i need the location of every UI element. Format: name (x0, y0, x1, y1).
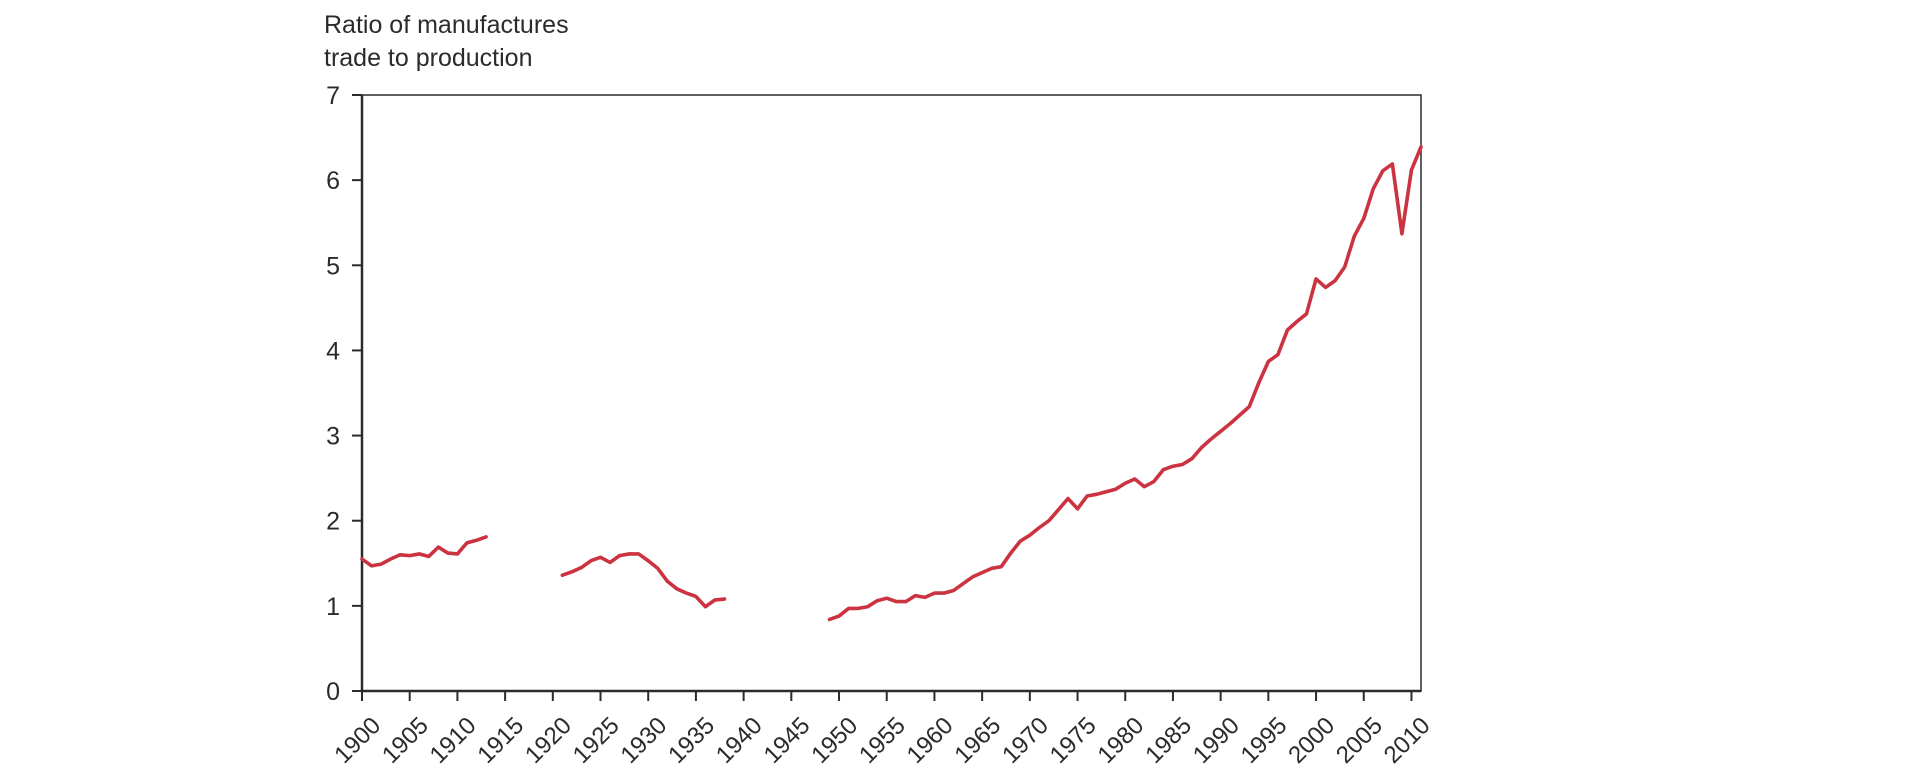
y-tick-label: 2 (326, 508, 340, 536)
y-axis-title: Ratio of manufactures trade to productio… (324, 11, 569, 72)
x-tick-label: 1930 (615, 712, 672, 769)
x-tick-label: 1940 (711, 712, 768, 769)
y-tick-label: 7 (326, 82, 340, 110)
x-tick-label: 1900 (329, 712, 386, 769)
x-tick-label: 1925 (568, 712, 625, 769)
y-axis-title-line-2: trade to production (324, 44, 532, 72)
x-tick-label: 1965 (949, 712, 1006, 769)
x-tick-label: 1935 (663, 712, 720, 769)
x-tick-label: 2010 (1379, 712, 1436, 769)
series-line-segment (560, 552, 727, 609)
x-tick-label: 2005 (1331, 712, 1388, 769)
x-tick-label: 1915 (472, 712, 529, 769)
x-axis-ticks: 1900190519101915192019251930193519401945… (329, 691, 1436, 769)
y-tick-label: 5 (326, 252, 340, 280)
y-tick-label: 0 (326, 678, 340, 706)
x-tick-label: 2000 (1283, 712, 1340, 769)
x-tick-label: 1910 (425, 712, 482, 769)
x-tick-label: 1990 (1188, 712, 1245, 769)
y-tick-label: 6 (326, 167, 340, 195)
x-tick-label: 1955 (854, 712, 911, 769)
series-line-segment (827, 145, 1423, 622)
y-tick-label: 1 (326, 593, 340, 621)
y-axis-title-line-1: Ratio of manufactures (324, 11, 569, 39)
x-tick-label: 1975 (1045, 712, 1102, 769)
series-layer (360, 145, 1423, 622)
x-tick-label: 1985 (1140, 712, 1197, 769)
x-tick-label: 1945 (759, 712, 816, 769)
x-tick-label: 1970 (997, 712, 1054, 769)
series-line-segment (360, 535, 488, 568)
x-tick-label: 1905 (377, 712, 434, 769)
y-tick-label: 4 (326, 337, 340, 365)
x-tick-label: 1960 (902, 712, 959, 769)
x-tick-label: 1950 (806, 712, 863, 769)
x-tick-label: 1995 (1236, 712, 1293, 769)
x-tick-label: 1920 (520, 712, 577, 769)
y-axis-ticks: 0 1 2 3 4 5 6 7 (326, 82, 362, 706)
x-tick-label: 1980 (1093, 712, 1150, 769)
y-tick-label: 3 (326, 423, 340, 451)
